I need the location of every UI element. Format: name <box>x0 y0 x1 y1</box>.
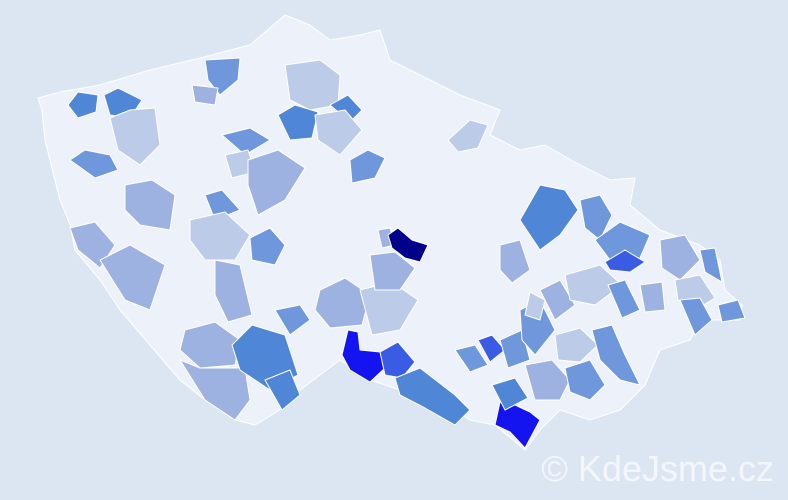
region[interactable] <box>99 244 166 311</box>
region[interactable] <box>699 247 723 283</box>
region[interactable] <box>387 227 429 263</box>
region[interactable] <box>264 369 301 411</box>
region[interactable] <box>314 109 363 156</box>
region[interactable] <box>519 184 579 251</box>
region[interactable] <box>594 221 651 261</box>
region[interactable] <box>607 279 641 319</box>
region[interactable] <box>659 234 701 281</box>
region[interactable] <box>179 321 241 369</box>
region[interactable] <box>204 57 241 96</box>
region[interactable] <box>579 194 613 241</box>
region[interactable] <box>524 291 546 321</box>
region[interactable] <box>189 211 251 261</box>
region[interactable] <box>274 304 311 336</box>
region[interactable] <box>369 251 416 291</box>
region[interactable] <box>639 281 666 313</box>
region[interactable] <box>717 299 746 323</box>
region[interactable] <box>314 277 371 329</box>
region[interactable] <box>214 259 253 323</box>
region[interactable] <box>277 104 319 141</box>
region[interactable] <box>447 119 489 153</box>
region[interactable] <box>69 149 119 179</box>
region[interactable] <box>494 401 541 449</box>
region[interactable] <box>204 189 241 221</box>
region[interactable] <box>247 149 306 216</box>
region[interactable] <box>491 377 529 411</box>
region[interactable] <box>454 344 489 373</box>
watermark: © KdeJsme.cz <box>541 448 774 489</box>
region[interactable] <box>679 297 713 336</box>
region[interactable] <box>179 359 251 421</box>
region[interactable] <box>394 367 471 426</box>
region[interactable] <box>524 359 571 401</box>
region[interactable] <box>191 84 219 106</box>
region[interactable] <box>499 239 531 284</box>
region[interactable] <box>564 359 606 401</box>
region[interactable] <box>604 249 646 273</box>
region[interactable] <box>124 179 176 231</box>
region[interactable] <box>221 127 271 156</box>
region[interactable] <box>379 341 416 379</box>
region[interactable] <box>554 327 599 363</box>
region[interactable] <box>109 107 161 166</box>
region[interactable] <box>539 279 576 321</box>
region[interactable] <box>349 149 386 184</box>
regions <box>67 57 746 449</box>
region[interactable] <box>564 264 623 306</box>
region[interactable] <box>591 324 641 386</box>
region[interactable] <box>249 227 286 266</box>
region[interactable] <box>67 91 99 119</box>
